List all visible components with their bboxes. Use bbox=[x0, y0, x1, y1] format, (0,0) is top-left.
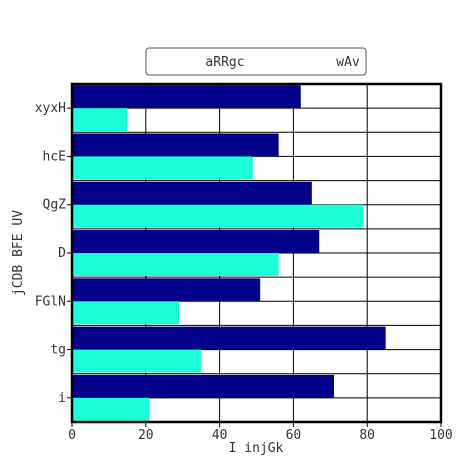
y-tick-label: i bbox=[58, 391, 66, 406]
x-axis-label: I injGk bbox=[229, 441, 284, 456]
legend: aRRgc wAv bbox=[145, 47, 367, 76]
legend-entry-wAv: wAv bbox=[336, 55, 360, 70]
bar-wAv-FGlN bbox=[72, 301, 180, 325]
x-tick-label: 20 bbox=[138, 428, 154, 443]
bar-aRRgc-tg bbox=[72, 326, 386, 350]
bar-wAv-D bbox=[72, 253, 279, 276]
x-tick-label: 0 bbox=[68, 428, 76, 443]
legend-entry-aRRgc: aRRgc bbox=[205, 55, 244, 70]
y-tick-label: hcE bbox=[43, 149, 66, 164]
y-axis-label: jCDB BFE UV bbox=[11, 210, 26, 296]
y-tick-label: FGlN bbox=[35, 294, 66, 309]
x-tick-label: 100 bbox=[429, 428, 452, 443]
y-tick-label: D bbox=[58, 246, 66, 261]
bar-aRRgc-i bbox=[72, 374, 334, 398]
bar-aRRgc-FGlN bbox=[72, 278, 261, 302]
y-tick-label: tg bbox=[50, 343, 66, 358]
bar-wAv-tg bbox=[72, 349, 202, 373]
bar-aRRgc-QgZ bbox=[72, 181, 312, 205]
x-tick-label: 60 bbox=[286, 428, 302, 443]
y-ticks: xyxH hcE QgZ D FGlN tg i bbox=[35, 101, 72, 406]
bar-aRRgc-D bbox=[72, 230, 320, 253]
x-tick-label: 40 bbox=[212, 428, 228, 443]
bar-wAv-QgZ bbox=[72, 204, 364, 228]
bar-wAv-hcE bbox=[72, 156, 253, 180]
x-ticks: 0 20 40 60 80 100 bbox=[68, 422, 453, 443]
legend-box bbox=[145, 47, 367, 76]
bar-aRRgc-hcE bbox=[72, 133, 279, 157]
bar-wAv-xyxH bbox=[72, 108, 128, 132]
x-tick-label: 80 bbox=[359, 428, 375, 443]
bars bbox=[72, 85, 386, 421]
bar-aRRgc-xyxH bbox=[72, 85, 301, 109]
y-tick-label: xyxH bbox=[35, 101, 66, 116]
bar-wAv-i bbox=[72, 397, 150, 421]
y-tick-label: QgZ bbox=[43, 198, 67, 213]
